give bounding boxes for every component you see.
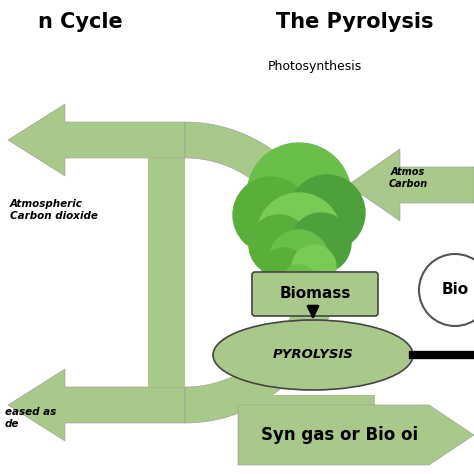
- Text: PYROLYSIS: PYROLYSIS: [273, 348, 354, 362]
- Circle shape: [292, 245, 336, 289]
- Circle shape: [247, 143, 351, 247]
- Text: Biomass: Biomass: [279, 286, 351, 301]
- Polygon shape: [8, 104, 185, 176]
- Bar: [288, 195, 310, 255]
- Text: The Pyrolysis: The Pyrolysis: [276, 12, 434, 32]
- Circle shape: [289, 175, 365, 251]
- Circle shape: [257, 193, 341, 277]
- Polygon shape: [148, 158, 185, 387]
- Text: Atmospheric
Carbon dioxide: Atmospheric Carbon dioxide: [10, 199, 98, 221]
- Polygon shape: [238, 405, 474, 465]
- Polygon shape: [255, 395, 375, 405]
- Text: Photosynthesis: Photosynthesis: [268, 60, 362, 73]
- Text: Syn gas or Bio oi: Syn gas or Bio oi: [262, 426, 419, 444]
- Polygon shape: [185, 122, 336, 423]
- FancyBboxPatch shape: [252, 272, 378, 316]
- Circle shape: [249, 215, 309, 275]
- Text: eased as
de: eased as de: [5, 407, 56, 429]
- Polygon shape: [348, 149, 474, 221]
- Text: n Cycle: n Cycle: [37, 12, 122, 32]
- Polygon shape: [148, 158, 185, 387]
- Polygon shape: [8, 369, 185, 441]
- Circle shape: [262, 248, 306, 292]
- Circle shape: [269, 230, 329, 290]
- Circle shape: [419, 254, 474, 326]
- Text: Atmos
Carbon: Atmos Carbon: [388, 167, 428, 189]
- Text: Bio: Bio: [441, 283, 469, 298]
- Circle shape: [291, 213, 351, 273]
- Circle shape: [233, 177, 309, 253]
- Ellipse shape: [213, 320, 413, 390]
- Circle shape: [281, 265, 317, 301]
